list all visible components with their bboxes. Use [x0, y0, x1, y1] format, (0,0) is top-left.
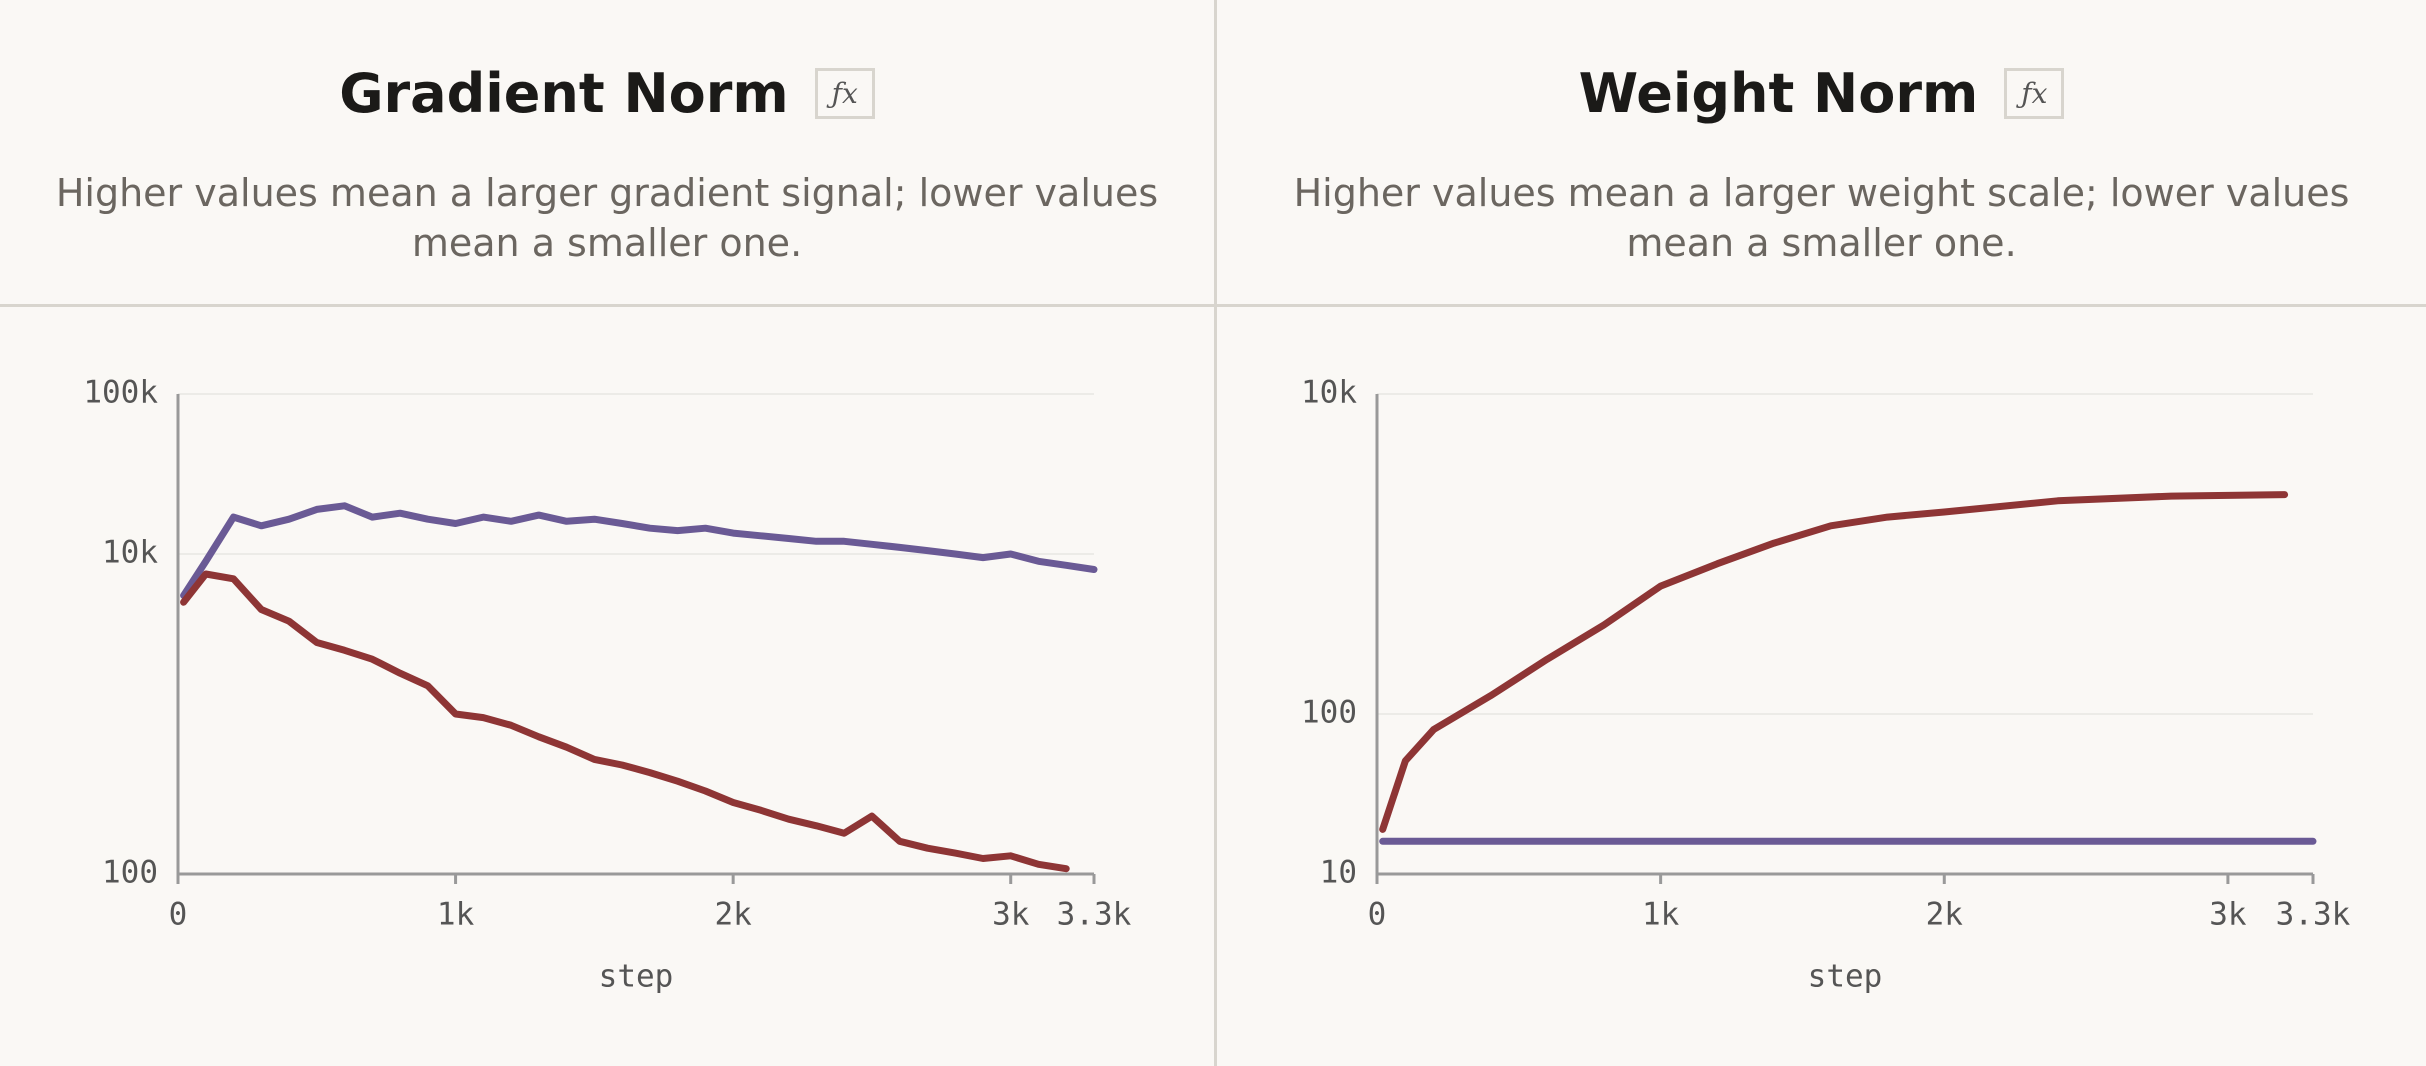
x-tick-label: 2k	[714, 897, 752, 933]
x-tick-label: 0	[169, 897, 188, 933]
title-row: Weight Norm ƒx	[1217, 62, 2426, 125]
chart: 10 100 10k 0 1k 2k 3k 3.3k step	[1301, 375, 2351, 995]
y-tick-label: 10k	[1301, 375, 1357, 411]
x-tick-label: 1k	[1642, 897, 1680, 933]
chart-subtitle: Higher values mean a larger weight scale…	[1293, 171, 2350, 265]
chart-panel: Weight Norm ƒx Higher values mean a larg…	[1217, 0, 2426, 1066]
chart-title: Weight Norm	[1578, 62, 1979, 125]
formula-button[interactable]: ƒx	[2004, 68, 2065, 119]
x-tick-label: 2k	[1926, 897, 1964, 933]
y-tick-label: 100	[1301, 695, 1357, 731]
series-line	[180, 502, 1098, 599]
chart-title: Gradient Norm	[339, 62, 789, 125]
x-tick-label: 1k	[437, 897, 475, 933]
panel-header: Gradient Norm ƒx Higher values mean a la…	[0, 0, 1214, 307]
x-tick-label: 3.3k	[1057, 897, 1132, 933]
chart: 100 10k 100k 0 1k 2k 3k 3.3k step	[83, 375, 1132, 995]
series-line	[1379, 491, 2289, 833]
series-line	[180, 570, 1070, 873]
y-tick-label: 10k	[102, 535, 158, 571]
chart-subtitle: Higher values mean a larger gradient sig…	[55, 171, 1159, 265]
panel-header: Weight Norm ƒx Higher values mean a larg…	[1217, 0, 2426, 307]
y-tick-label: 100	[102, 855, 158, 891]
x-axis-label: step	[1808, 959, 1883, 995]
x-axis-label: step	[599, 959, 674, 995]
x-tick-label: 3.3k	[2276, 897, 2351, 933]
x-tick-label: 0	[1368, 897, 1387, 933]
y-tick-label: 10	[1320, 855, 1357, 891]
divider	[1214, 0, 1217, 1066]
x-tick-label: 3k	[2209, 897, 2247, 933]
formula-button[interactable]: ƒx	[814, 68, 875, 119]
x-tick-label: 3k	[992, 897, 1030, 933]
chart-panel: Gradient Norm ƒx Higher values mean a la…	[0, 0, 1214, 995]
y-tick-label: 100k	[83, 375, 158, 411]
title-row: Gradient Norm ƒx	[0, 62, 1214, 125]
